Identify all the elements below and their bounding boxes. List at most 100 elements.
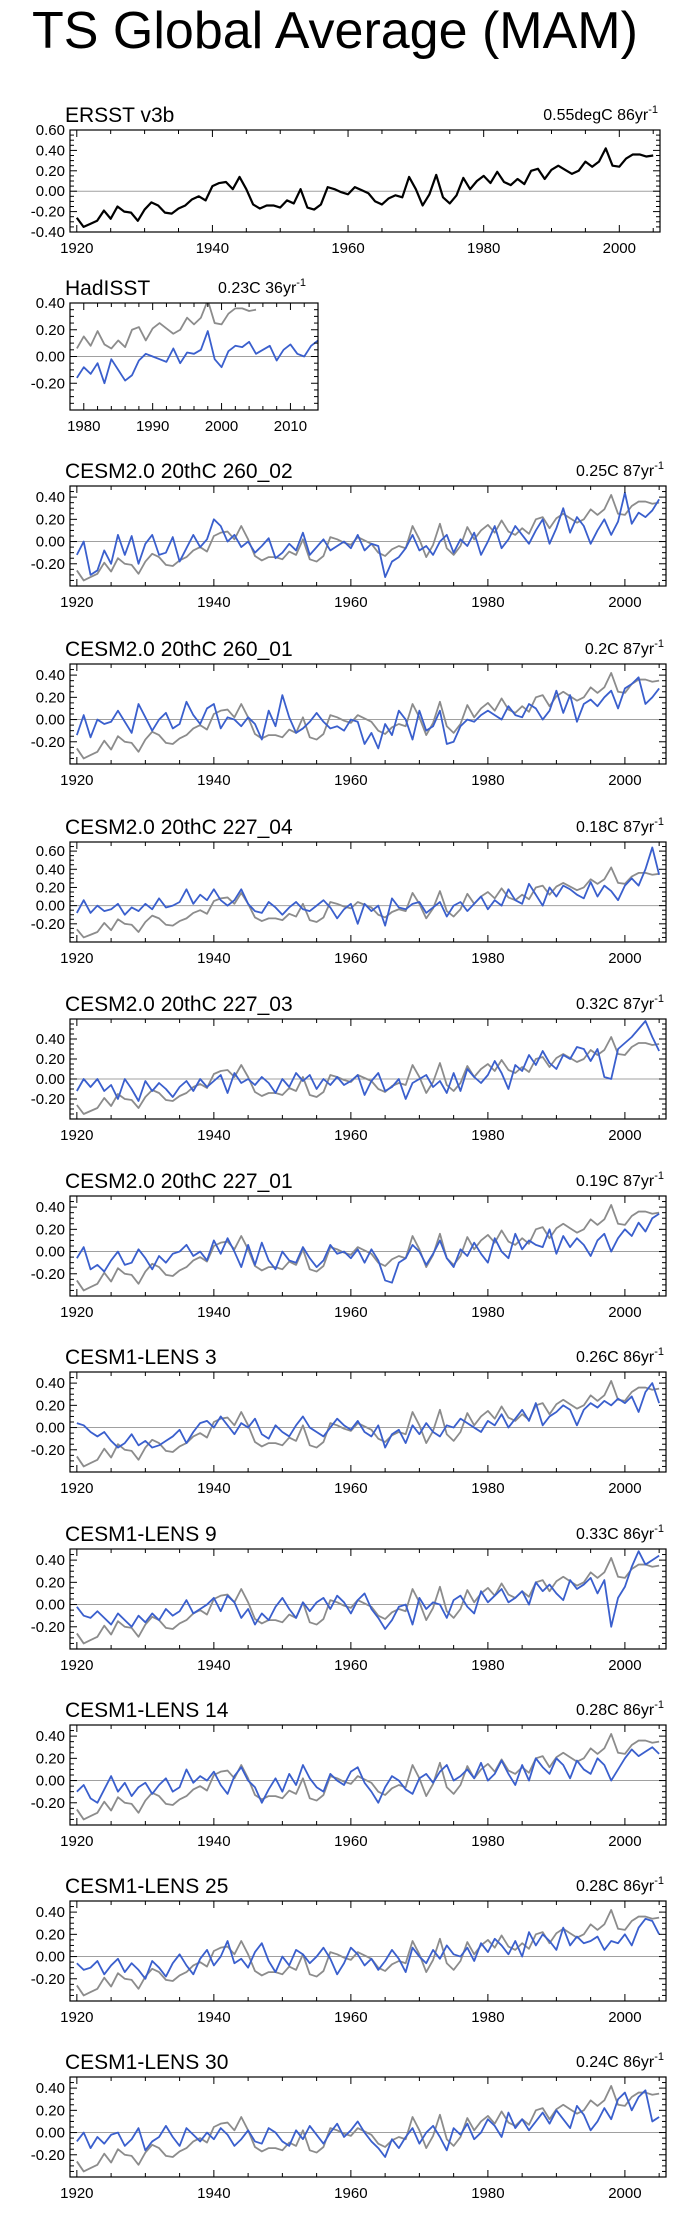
trend-value: 0.24C 86yr (576, 2054, 655, 2071)
chart-panel-11: 1920 1940 1960 1980 2000 -0.20 0.00 0.20 0.40CES… (31, 1875, 667, 2026)
y-tick-label: -0.20 (31, 734, 65, 751)
trend-exponent: -1 (654, 1523, 664, 1535)
y-tick-label: 0.00 (36, 534, 65, 551)
x-tick-label: 1960 (334, 772, 367, 789)
x-tick-label: 1980 (471, 2185, 504, 2202)
y-tick-label: 0.60 (36, 122, 65, 139)
x-tick-label: 1940 (197, 1127, 230, 1144)
trend-exponent: -1 (654, 1170, 664, 1182)
y-tick-label: -0.20 (31, 1442, 65, 1459)
trend-annotation: 0.26C 86yr-1 (576, 1346, 664, 1366)
x-tick-label: 1980 (471, 1304, 504, 1321)
x-tick-label: 2000 (608, 594, 641, 611)
y-tick-label: 0.00 (36, 898, 65, 915)
panel-title: CESM2.0 20thC 227_04 (65, 816, 293, 839)
y-tick-label: 0.20 (36, 2102, 65, 2119)
y-tick-label: -0.20 (31, 1971, 65, 1988)
x-tick-label: 1960 (334, 1657, 367, 1674)
x-tick-label: 2000 (608, 2009, 641, 2026)
panel-title: HadISST (65, 277, 150, 300)
y-tick-label: -0.20 (31, 2147, 65, 2164)
x-tick-label: 1960 (334, 2009, 367, 2026)
chart-panel-9: 1920 1940 1960 1980 2000 -0.20 0.00 0.20 0.40CES… (31, 1523, 667, 1674)
x-tick-label: 1920 (60, 2185, 93, 2202)
x-tick-label: 1990 (136, 418, 169, 435)
x-tick-label: 1960 (334, 2185, 367, 2202)
trend-exponent: -1 (654, 1875, 664, 1887)
trend-annotation: 0.25C 87yr-1 (576, 460, 664, 480)
x-tick-label: 1980 (471, 1833, 504, 1850)
trend-exponent: -1 (654, 816, 664, 828)
x-tick-label: 1960 (334, 594, 367, 611)
trend-exponent: -1 (654, 460, 664, 472)
panel-title: CESM2.0 20thC 260_01 (65, 638, 293, 661)
y-tick-label: 0.20 (36, 1926, 65, 1943)
plot-frame (69, 485, 667, 587)
y-tick-label: 0.20 (36, 879, 65, 896)
y-tick-label: -0.20 (31, 204, 65, 221)
y-tick-label: 0.20 (36, 511, 65, 528)
x-tick-label: 1920 (60, 2009, 93, 2026)
x-tick-label: 1980 (471, 1480, 504, 1497)
trend-value: 0.25C 87yr (576, 463, 655, 480)
model-series-line (76, 2089, 660, 2158)
x-tick-label: 1920 (60, 1657, 93, 1674)
reference-series-line (76, 303, 257, 350)
trend-value: 0.23C 36yr (218, 280, 297, 297)
y-tick-label: 0.20 (36, 1397, 65, 1414)
y-tick-label: 0.00 (36, 2125, 65, 2142)
x-tick-label: 1960 (334, 1127, 367, 1144)
trend-exponent: -1 (654, 1699, 664, 1711)
reference-series-line (76, 1556, 660, 1645)
y-tick-label: 0.40 (36, 2080, 65, 2097)
y-tick-label: 0.00 (36, 183, 65, 200)
y-tick-label: 0.00 (36, 1071, 65, 1088)
x-tick-label: 1980 (467, 240, 500, 257)
plot-frame (69, 129, 661, 233)
x-tick-label: 1980 (471, 2009, 504, 2026)
trend-annotation: 0.28C 86yr-1 (576, 1699, 664, 1719)
x-tick-label: 1960 (331, 240, 364, 257)
panel-title: CESM2.0 20thC 227_03 (65, 993, 293, 1016)
reference-series-line (76, 1908, 660, 1997)
chart-panel-6: 1920 1940 1960 1980 2000 -0.20 0.00 0.20 0.40CES… (31, 993, 667, 1144)
panel-title: ERSST v3b (65, 104, 174, 127)
trend-annotation: 0.19C 87yr-1 (576, 1170, 664, 1190)
trend-annotation: 0.28C 86yr-1 (576, 1875, 664, 1895)
y-tick-label: 0.00 (36, 712, 65, 729)
plot-frame (69, 1724, 667, 1826)
y-tick-label: -0.20 (31, 375, 65, 392)
trend-exponent: -1 (654, 638, 664, 650)
x-tick-label: 1940 (197, 772, 230, 789)
reference-series-line (76, 2084, 660, 2173)
trend-annotation: 0.55degC 86yr-1 (543, 104, 658, 124)
y-tick-label: 0.20 (36, 1051, 65, 1068)
x-tick-label: 1920 (60, 1304, 93, 1321)
x-tick-label: 2000 (608, 2185, 641, 2202)
model-series-line (75, 676, 660, 750)
y-tick-label: 0.00 (36, 1420, 65, 1437)
model-series-line (76, 1746, 660, 1804)
x-tick-label: 1920 (60, 772, 93, 789)
x-tick-label: 1920 (60, 950, 93, 967)
x-tick-label: 1980 (471, 1127, 504, 1144)
x-tick-label: 1940 (197, 2009, 230, 2026)
y-tick-label: -0.40 (31, 224, 65, 241)
x-tick-label: 1940 (197, 594, 230, 611)
trend-annotation: 0.24C 86yr-1 (576, 2051, 664, 2071)
x-tick-label: 1940 (197, 1657, 230, 1674)
reference-series-line (76, 671, 660, 760)
reference-series-line (76, 493, 660, 582)
x-tick-label: 2000 (608, 772, 641, 789)
model-series-line (76, 1550, 660, 1630)
y-tick-label: 0.00 (36, 1949, 65, 1966)
reference-series-line (76, 1732, 660, 1821)
y-tick-label: 0.40 (36, 1552, 65, 1569)
x-tick-label: 2000 (608, 1480, 641, 1497)
x-tick-label: 2000 (205, 418, 238, 435)
trend-value: 0.18C 87yr (576, 819, 655, 836)
trend-annotation: 0.32C 87yr-1 (576, 993, 664, 1013)
plot-frame (69, 2076, 667, 2178)
panel-title: CESM1-LENS 25 (65, 1875, 228, 1898)
